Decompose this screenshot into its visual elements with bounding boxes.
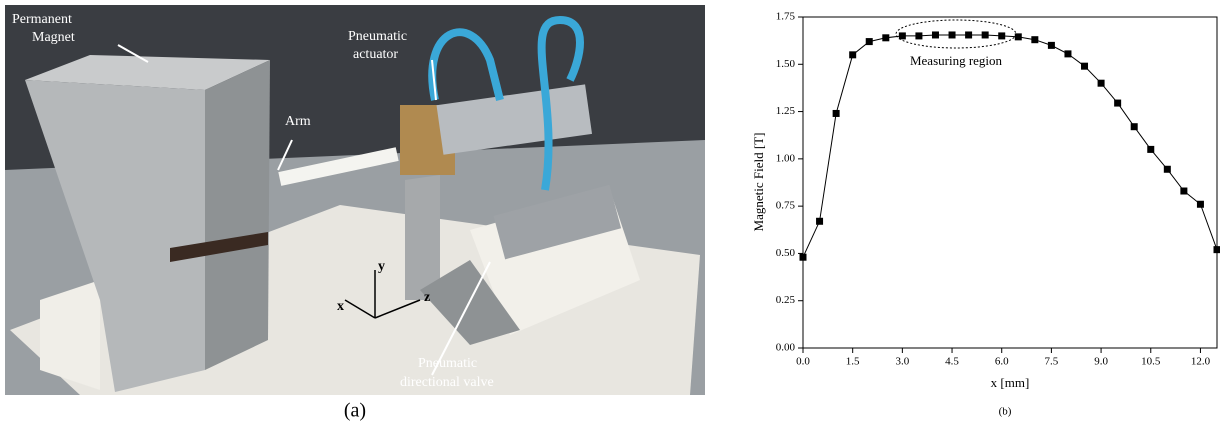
x-tick-label: 6.0	[995, 356, 1009, 368]
marker	[816, 217, 824, 225]
marker	[965, 31, 973, 39]
marker	[1213, 246, 1220, 254]
y-axis-label: Magnetic Field [T]	[751, 133, 766, 232]
marker	[832, 109, 840, 117]
region-ellipse	[895, 19, 1017, 49]
marker	[1047, 41, 1055, 49]
marker	[931, 31, 939, 39]
x-tick-label: 12.0	[1191, 356, 1211, 368]
stand	[405, 175, 440, 300]
y-tick-label: 1.25	[776, 105, 796, 117]
magnet-top	[25, 55, 270, 90]
marker	[1196, 200, 1204, 208]
pointers	[117, 44, 491, 376]
photo: Permanent Magnet Pneumatic actuator Arm …	[5, 5, 705, 395]
plot-frame	[802, 16, 1218, 349]
marker	[865, 38, 873, 46]
marker	[898, 32, 906, 40]
axes-symbol	[344, 270, 421, 319]
marker	[1097, 79, 1105, 87]
label: Pneumatic	[418, 356, 477, 371]
y-tick-label: 1.75	[776, 11, 796, 23]
marker	[1114, 99, 1122, 107]
axis-z: z	[424, 290, 430, 305]
y-tick-label: 1.00	[776, 152, 796, 164]
arm	[278, 147, 399, 186]
marker	[915, 32, 923, 40]
magnet-side	[205, 60, 270, 370]
y-tick-label: 0.25	[776, 294, 796, 306]
y-tick-label: 0.75	[776, 200, 796, 212]
marker	[849, 51, 857, 59]
marker	[1014, 33, 1022, 41]
marker	[981, 31, 989, 39]
marker	[882, 34, 890, 42]
magnet-gap	[170, 232, 268, 262]
marker	[799, 253, 807, 261]
label: directional valve	[400, 375, 494, 390]
tubes	[428, 15, 584, 191]
x-tick-label: 0.0	[796, 356, 810, 368]
x-tick-label: 4.5	[945, 356, 959, 368]
marker	[948, 31, 956, 39]
marker	[1064, 50, 1072, 58]
marker	[1081, 62, 1089, 70]
annotation: Measuring region	[910, 53, 1003, 68]
x-tick-label: 1.5	[846, 356, 860, 368]
x-axis-label: x [mm]	[991, 375, 1030, 390]
label: actuator	[353, 47, 398, 62]
label: Pneumatic	[348, 29, 407, 44]
axis-x: x	[337, 299, 344, 314]
marker	[1147, 145, 1155, 153]
x-tick-label: 3.0	[895, 356, 909, 368]
chart: Measuring region x [mm] Magnetic Field […	[751, 11, 1220, 418]
valve	[493, 184, 622, 260]
series-line	[802, 34, 1218, 258]
marker	[1163, 165, 1171, 173]
marker	[998, 32, 1006, 40]
axis-y: y	[378, 259, 385, 274]
y-tick-label: 1.50	[776, 58, 796, 70]
marker	[1180, 187, 1188, 195]
label: Permanent	[12, 12, 72, 27]
marker	[1130, 123, 1138, 131]
magnet-front	[25, 80, 205, 392]
x-tick-label: 7.5	[1045, 356, 1059, 368]
y-tick-label: 0.50	[776, 247, 796, 259]
label: Arm	[285, 114, 311, 129]
marker	[1031, 36, 1039, 44]
label: Magnet	[32, 30, 75, 45]
x-tick-label: 9.0	[1094, 356, 1108, 368]
caption: (a)	[344, 400, 366, 422]
caption: (b)	[999, 406, 1012, 418]
actuator	[436, 84, 593, 155]
y-tick-label: 0.00	[776, 342, 796, 354]
x-tick-label: 10.5	[1141, 356, 1161, 368]
side-plate	[40, 280, 100, 390]
